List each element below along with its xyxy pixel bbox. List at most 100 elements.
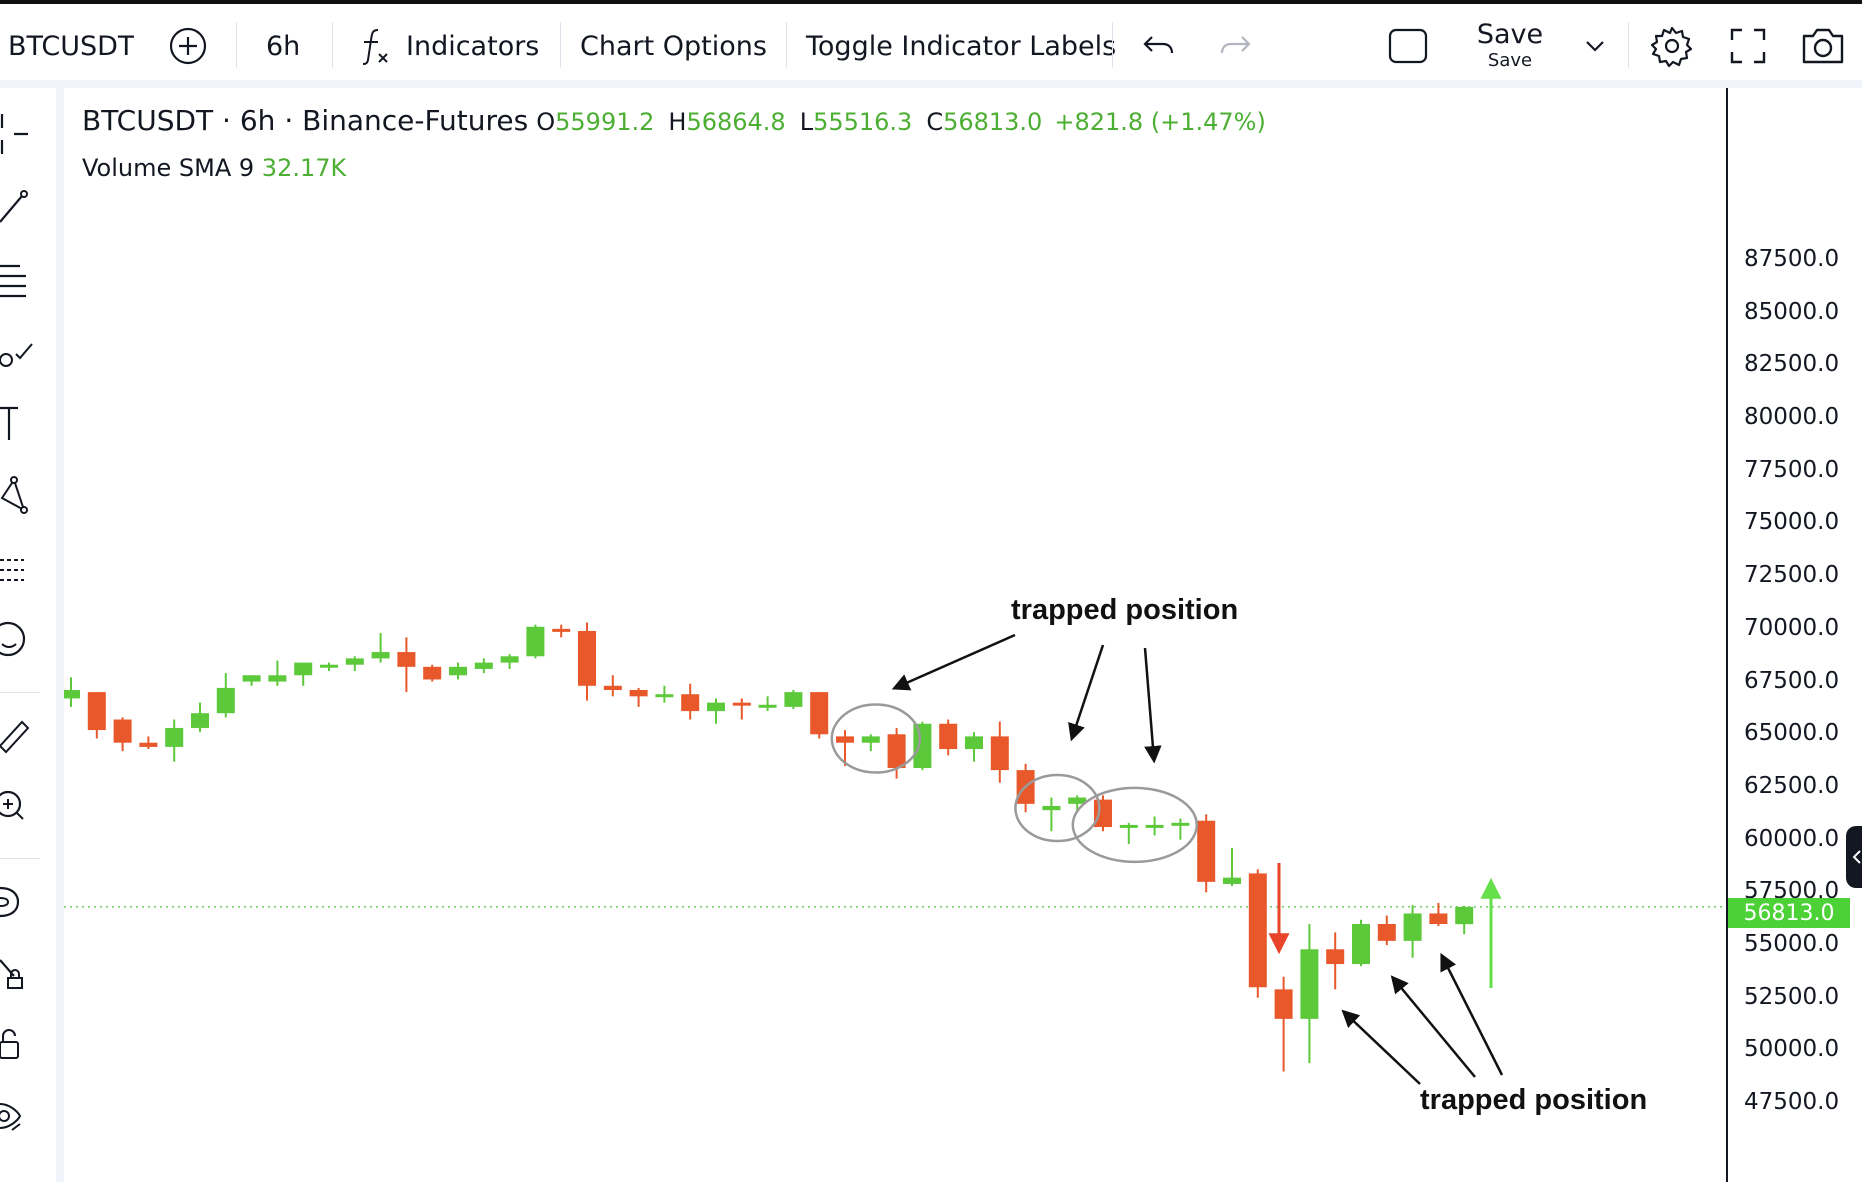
hide-drawings-tool[interactable] — [0, 1090, 40, 1140]
fib-tool[interactable] — [0, 254, 40, 304]
lock-icon — [0, 1029, 19, 1059]
annotation-arrow — [1390, 975, 1476, 1078]
pattern-icon — [0, 476, 28, 514]
candlestick-chart[interactable] — [64, 88, 1724, 1182]
crosshair-tool[interactable] — [0, 108, 40, 158]
candle-body — [861, 736, 880, 743]
gear-icon — [1650, 26, 1693, 68]
trendline-icon — [0, 190, 28, 223]
undo-button[interactable] — [1142, 8, 1176, 84]
prediction-tool[interactable] — [0, 542, 40, 592]
candle-body — [500, 656, 519, 663]
price-tick-label: 65000.0 — [1744, 720, 1840, 747]
price-tick-label: 52500.0 — [1744, 983, 1840, 1010]
chevron-down-icon — [1586, 41, 1604, 52]
symbol-search[interactable]: BTCUSDT — [8, 8, 134, 84]
toolbar-divider — [560, 22, 561, 68]
toolbar-bottom-band — [0, 80, 1862, 88]
legend-low-value: 55516.3 — [813, 108, 913, 136]
candle-body — [784, 692, 803, 707]
candle-body — [603, 685, 622, 691]
price-tick-label: 82500.0 — [1744, 351, 1840, 378]
price-tick-label: 50000.0 — [1744, 1036, 1840, 1063]
magnet-icon — [0, 886, 20, 918]
candle-body — [87, 692, 106, 731]
redo-icon — [1220, 36, 1251, 54]
volume-value: 32.17K — [261, 154, 347, 182]
chart-pane[interactable] — [64, 88, 1724, 1182]
save-button[interactable]: Save Save — [1470, 8, 1550, 84]
candle-body — [139, 742, 158, 747]
toolbar-divider — [786, 22, 787, 68]
candle-body — [1429, 913, 1448, 924]
legend-open-value: 55991.2 — [555, 108, 655, 136]
screenshot-button[interactable] — [1800, 8, 1846, 84]
function-icon — [362, 29, 388, 65]
toolbar-divider — [1112, 22, 1113, 68]
candle-body — [294, 662, 313, 676]
candle-body — [1274, 989, 1293, 1019]
trendline-tool[interactable] — [0, 182, 40, 232]
emoji-tool[interactable] — [0, 614, 40, 664]
candle-body — [578, 630, 596, 686]
candle-body — [887, 734, 906, 769]
annotation-arrow — [1440, 952, 1504, 1076]
brush-tool[interactable] — [0, 326, 40, 376]
collapse-panel-handle[interactable] — [1846, 826, 1862, 888]
save-dropdown-button[interactable] — [1584, 8, 1606, 84]
sidebar-gutter — [56, 88, 64, 1182]
candle-body — [397, 652, 416, 667]
price-tick-label: 85000.0 — [1744, 298, 1840, 325]
candle-body — [758, 704, 777, 708]
legend-open-label: O — [536, 108, 556, 136]
zoom-tool[interactable] — [0, 780, 40, 830]
lock-all-tool[interactable] — [0, 1018, 40, 1068]
toolbar-divider — [332, 22, 333, 68]
candle-body — [810, 692, 829, 735]
candle-body — [191, 713, 209, 728]
legend-close-value: 56813.0 — [943, 108, 1043, 136]
redo-button[interactable] — [1218, 8, 1252, 84]
pattern-tool[interactable] — [0, 470, 40, 520]
text-tool[interactable] — [0, 398, 40, 448]
legend-change: +821.8 (+1.47%) — [1054, 108, 1266, 136]
magnet-tool[interactable] — [0, 874, 40, 924]
candle-body — [1352, 924, 1370, 965]
price-tick-label: 75000.0 — [1744, 509, 1840, 536]
toolbar-divider — [1628, 22, 1629, 68]
indicators-label: Indicators — [406, 30, 540, 62]
add-symbol-button[interactable] — [168, 8, 208, 84]
volume-legend: Volume SMA 9 32.17K — [82, 154, 346, 182]
brush-icon — [0, 343, 33, 367]
lock-drawing-tool[interactable] — [0, 946, 40, 996]
current-price-tag: 56813.0 — [1728, 898, 1850, 928]
candle-body — [1171, 822, 1190, 826]
annotation-trapped-position-top: trapped position — [1011, 594, 1239, 626]
price-tick-label: 55000.0 — [1744, 931, 1840, 958]
prediction-icon — [0, 559, 24, 581]
toggle-labels-label: Toggle Indicator Labels — [806, 30, 1117, 62]
interval-button[interactable]: 6h — [266, 8, 300, 84]
fullscreen-icon — [1730, 28, 1766, 64]
annotation-arrow — [891, 633, 1016, 691]
candle-body — [526, 626, 545, 657]
candle-body — [1455, 906, 1474, 925]
candle-body — [655, 694, 674, 698]
price-axis[interactable]: 87500.0 85000.0 82500.0 80000.0 77500.0 75000… — [1726, 88, 1862, 1182]
measure-tool[interactable] — [0, 708, 40, 758]
layout-button[interactable] — [1388, 8, 1428, 84]
fullscreen-button[interactable] — [1728, 8, 1768, 84]
chart-options-label: Chart Options — [580, 30, 767, 62]
candle-body — [836, 736, 854, 743]
pencil-lock-icon — [0, 959, 23, 989]
toggle-indicator-labels-button[interactable]: Toggle Indicator Labels — [806, 8, 1116, 84]
candle-body — [990, 736, 1009, 771]
volume-label: Volume SMA 9 — [82, 154, 255, 182]
settings-button[interactable] — [1650, 8, 1694, 84]
candle-body — [707, 702, 725, 712]
chart-options-button[interactable]: Chart Options — [580, 8, 767, 84]
candle-body — [165, 727, 184, 747]
square-layout-icon — [1388, 28, 1428, 64]
indicators-button[interactable]: Indicators — [360, 8, 539, 84]
zoom-icon — [0, 790, 24, 820]
